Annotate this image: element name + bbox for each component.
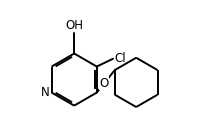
Text: O: O [100,77,109,90]
Text: N: N [41,86,50,99]
Text: Cl: Cl [114,52,126,65]
Text: OH: OH [65,19,83,32]
